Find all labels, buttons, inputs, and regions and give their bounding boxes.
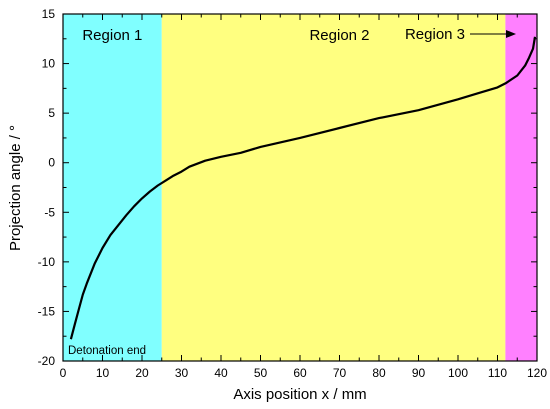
x-tick-label: 50 (254, 366, 268, 380)
x-tick-label: 110 (488, 366, 507, 380)
region-band-2 (161, 14, 506, 361)
x-tick-label: 100 (448, 366, 468, 380)
x-tick-label: 40 (214, 366, 228, 380)
regions-layer (63, 14, 537, 361)
y-tick-label: 0 (48, 156, 55, 170)
x-tick-label: 90 (412, 366, 426, 380)
region-label-2: Region 2 (309, 27, 369, 44)
y-tick-label: 15 (42, 7, 56, 21)
region-label-3: Region 3 (405, 26, 465, 43)
region-3-arrow-head (506, 30, 516, 38)
region-band-3 (505, 14, 537, 361)
y-tick-label: -15 (38, 304, 56, 318)
region-label-1: Region 1 (82, 27, 142, 44)
x-tick-label: 70 (333, 366, 347, 380)
x-tick-label: 30 (175, 366, 189, 380)
x-tick-label: 80 (372, 366, 386, 380)
y-tick-label: 5 (48, 106, 55, 120)
ticks-layer (62, 13, 538, 362)
y-axis-label: Projection angle / ° (7, 125, 24, 251)
y-tick-label: -5 (44, 205, 55, 219)
x-axis-label: Axis position x / mm (233, 386, 366, 403)
x-tick-label: 0 (60, 366, 67, 380)
annotation-1: Detonation end (68, 345, 146, 357)
x-tick-label: 10 (96, 366, 110, 380)
annotations-layer: Detonation end (68, 30, 516, 357)
y-tick-label: 10 (42, 57, 56, 71)
tick-labels-layer: 0 10 20 30 40 50 60 70 80 90 100 110 120 -20 -15 -10 -5 0… (38, 7, 548, 380)
series-layer (69, 36, 537, 340)
series-line-1 (69, 36, 537, 340)
region-labels-layer: Region 1 Region 2 Region 3 (82, 26, 465, 44)
x-tick-label: 60 (293, 366, 307, 380)
x-tick-label: 20 (135, 366, 149, 380)
y-tick-label: -20 (38, 354, 56, 368)
x-tick-label: 120 (527, 366, 547, 380)
y-tick-label: -10 (38, 255, 56, 269)
